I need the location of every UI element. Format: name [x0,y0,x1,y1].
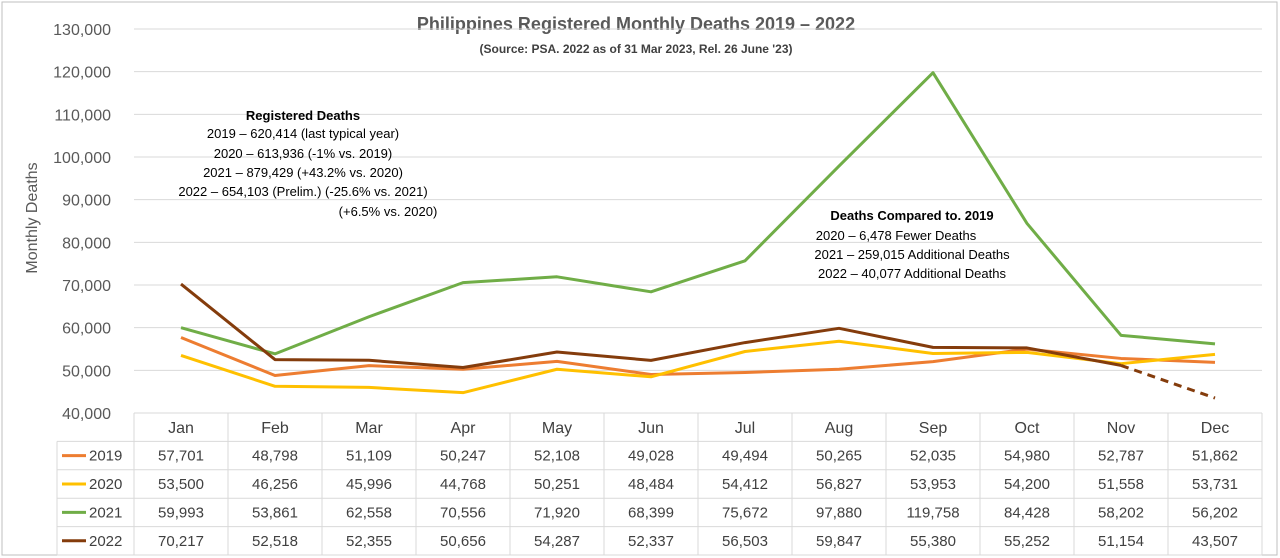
table-cell: 70,556 [440,504,486,521]
table-cell: 53,861 [252,504,298,521]
table-month-label: Jan [168,420,194,437]
table-cell: 50,265 [816,448,862,465]
table-cell: 71,920 [534,504,580,521]
table-month-label: Oct [1015,420,1040,437]
y-tick-label: 60,000 [62,321,111,338]
y-tick-label: 40,000 [62,406,111,423]
series-line-2022 [180,282,1122,370]
table-cell: 52,787 [1098,448,1144,465]
table-month-label: Jul [735,420,755,437]
y-tick-label: 70,000 [62,278,111,295]
table-month-label: Apr [451,420,477,437]
table-month-label: Feb [261,420,289,437]
table-cell: 68,399 [628,504,674,521]
table-cell: 56,503 [722,533,768,550]
table-cell: 56,202 [1192,504,1238,521]
table-cell: 53,953 [910,476,956,493]
table-cell: 55,380 [910,533,956,550]
chart-subtitle: (Source: PSA. 2022 as of 31 Mar 2023, Re… [479,42,792,56]
data-table: Jan Feb Mar Apr May Jun Jul Aug Sep Oct Nov Dec 2019… [56,413,1263,556]
annotation-compared-2019: Deaths Compared to. 2019 2020 – 6,478 Fe… [814,208,1010,281]
y-tick-label: 130,000 [53,22,111,39]
y-tick-label: 120,000 [53,65,111,82]
table-cell: 52,337 [628,533,674,550]
table-cell: 58,202 [1098,504,1144,521]
table-cell: 48,484 [628,476,674,493]
y-tick-label: 110,000 [54,107,111,124]
table-cell: 49,494 [722,448,768,465]
annotation-registered-line: 2019 – 620,414 (last typical year) [207,126,399,141]
table-cell: 44,768 [440,476,486,493]
table-month-label: May [542,420,572,437]
table-month-label: Mar [355,420,383,437]
y-axis-label: Monthly Deaths [24,162,41,273]
legend-label-2022: 2022 [89,533,122,550]
table-cell: 52,108 [534,448,580,465]
table-cell: 54,412 [722,476,768,493]
table-cell: 57,701 [158,448,204,465]
y-tick-label: 50,000 [62,363,111,380]
table-cell: 84,428 [1004,504,1050,521]
annotation-compared-line: 2020 – 6,478 Fewer Deaths [816,228,977,243]
table-cell: 51,154 [1098,533,1144,550]
annotation-compared-line: 2021 – 259,015 Additional Deaths [814,247,1010,262]
table-month-label: Dec [1201,420,1229,437]
table-cell: 52,035 [910,448,956,465]
table-cell: 51,109 [346,448,392,465]
table-cell: 70,217 [158,533,204,550]
table-cell: 55,252 [1004,533,1050,550]
table-cell: 54,287 [534,533,580,550]
series-lines [180,71,1216,400]
table-cell: 50,251 [534,476,580,493]
legend-label-2020: 2020 [89,476,122,493]
y-tick-label: 100,000 [53,150,111,167]
table-cell: 51,558 [1098,476,1144,493]
annotation-compared-heading: Deaths Compared to. 2019 [830,208,993,223]
table-cell: 50,656 [440,533,486,550]
table-cell: 52,518 [252,533,298,550]
legend-label-2019: 2019 [89,448,122,465]
table-cell: 62,558 [346,504,392,521]
table-month-label: Nov [1107,420,1135,437]
annotation-compared-line: 2022 – 40,077 Additional Deaths [818,266,1006,281]
table-cell: 45,996 [346,476,392,493]
table-cell: 52,355 [346,533,392,550]
legend-label-2021: 2021 [89,504,122,521]
annotation-registered-line: 2020 – 613,936 (-1% vs. 2019) [214,146,393,161]
table-cell: 46,256 [252,476,298,493]
table-cell: 53,500 [158,476,204,493]
y-tick-label: 80,000 [62,235,111,252]
y-tick-label: 90,000 [62,193,111,210]
table-cell: 50,247 [440,448,486,465]
table-cell: 59,847 [816,533,862,550]
table-cell: 59,993 [158,504,204,521]
table-cell: 48,798 [252,448,298,465]
annotation-registered-line: 2022 – 654,103 (Prelim.) (-25.6% vs. 202… [178,184,427,199]
table-cell: 54,200 [1004,476,1050,493]
table-cell: 49,028 [628,448,674,465]
table-cell: 43,507 [1192,533,1238,550]
table-month-label: Jun [638,420,664,437]
table-cell: 54,980 [1004,448,1050,465]
series-line-2020 [180,339,1216,395]
table-cell: 97,880 [816,504,862,521]
chart-title: Philippines Registered Monthly Deaths 20… [417,14,855,34]
annotation-registered-deaths: Registered Deaths 2019 – 620,414 (last t… [178,108,437,219]
annotation-registered-line: 2021 – 879,429 (+43.2% vs. 2020) [203,165,403,180]
annotation-registered-heading: Registered Deaths [246,108,360,123]
table-cell: 53,731 [1192,476,1238,493]
table-cell: 119,758 [906,504,959,521]
y-axis-ticks: 130,000 120,000 110,000 100,000 90,000 80,000… [53,22,111,423]
table-cell: 51,862 [1192,448,1238,465]
table-cell: 56,827 [816,476,862,493]
table-cell: 75,672 [722,504,768,521]
annotation-registered-line: (+6.5% vs. 2020) [339,204,438,219]
table-month-label: Aug [825,420,853,437]
series-line-2022-projected [1120,363,1216,400]
series-line-2021 [180,71,1216,356]
table-month-label: Sep [919,420,948,437]
